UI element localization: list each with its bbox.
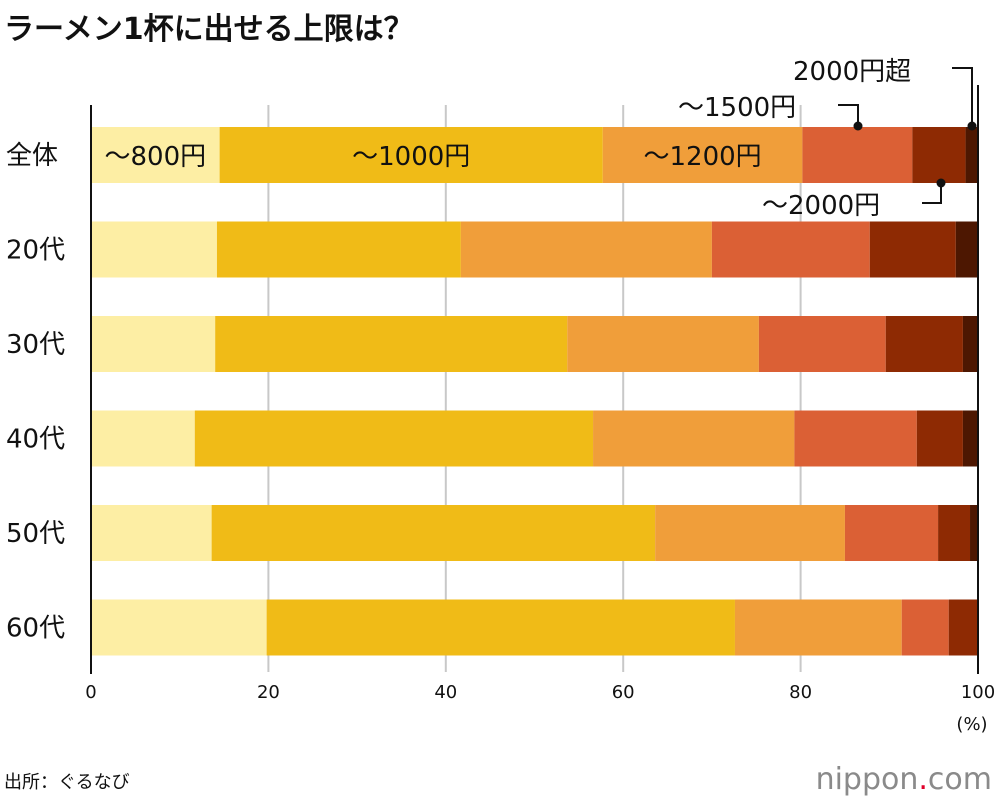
- x-tick-label: 80: [789, 682, 812, 703]
- category-label: 50代: [6, 519, 65, 549]
- bar-segment: [948, 599, 978, 656]
- bar-segment: [211, 505, 656, 561]
- series-label: ～1200円: [644, 142, 762, 172]
- x-unit-label: (%): [956, 714, 987, 735]
- bar-segment: [970, 505, 978, 561]
- series-label: 2000円超: [793, 57, 911, 87]
- bar-segment: [91, 127, 220, 183]
- bar-segment: [593, 410, 795, 467]
- bar-segment: [219, 127, 603, 183]
- bar-segment: [91, 505, 212, 561]
- x-tick-label: 20: [257, 682, 280, 703]
- bar-segment: [912, 127, 966, 183]
- bar-segment: [794, 410, 917, 467]
- series-label: ～800円: [104, 142, 206, 172]
- bar-segment: [266, 599, 735, 656]
- series-label: ～2000円: [762, 191, 880, 221]
- category-label: 20代: [6, 236, 65, 266]
- bar-segment: [955, 221, 978, 278]
- callout-dot: [936, 178, 946, 188]
- chart-title: ラーメン1杯に出せる上限は？: [4, 12, 414, 47]
- bar-segment: [460, 221, 712, 278]
- bar-segment: [91, 316, 216, 372]
- x-tick-label: 40: [434, 682, 457, 703]
- bar-segment: [916, 410, 963, 467]
- bar-segment: [91, 599, 267, 656]
- category-label: 全体: [6, 141, 58, 171]
- bar-segment: [938, 505, 971, 561]
- x-tick-label: 60: [612, 682, 635, 703]
- bar-segment: [844, 505, 939, 561]
- bar-segment: [802, 127, 913, 183]
- callout-dot: [853, 121, 863, 131]
- category-label: 30代: [6, 330, 65, 360]
- logo-dot: .: [918, 762, 928, 797]
- callout-line: [952, 67, 973, 126]
- bar-segment: [215, 316, 568, 372]
- bar-segment: [885, 316, 963, 372]
- bar-segment: [91, 410, 195, 467]
- logo-tld: com: [927, 762, 992, 797]
- bar-segment: [965, 127, 978, 183]
- x-tick-label: 0: [85, 682, 96, 703]
- logo-main: nippon: [815, 762, 919, 797]
- bar-segment: [194, 410, 594, 467]
- bar-segment: [734, 599, 902, 656]
- category-label: 40代: [6, 425, 65, 455]
- callout-dot: [967, 121, 977, 131]
- callout-line: [922, 183, 942, 204]
- bar-segment: [869, 221, 956, 278]
- bar-segment: [962, 316, 978, 372]
- category-label: 60代: [6, 614, 65, 644]
- callout-line: [838, 104, 859, 126]
- bar-segment: [758, 316, 886, 372]
- bar-segment: [602, 127, 803, 183]
- bar-segment: [567, 316, 759, 372]
- bar-segment: [655, 505, 845, 561]
- bar-segment: [711, 221, 870, 278]
- bar-segment: [216, 221, 461, 278]
- x-tick-label: 100: [961, 682, 995, 703]
- bar-segment: [91, 221, 217, 278]
- series-label: ～1000円: [352, 142, 470, 172]
- bar-segment: [962, 410, 978, 467]
- nippon-logo: nippon.com: [816, 762, 992, 797]
- bar-segment: [901, 599, 949, 656]
- series-label: ～1500円: [678, 93, 796, 123]
- source-note: 出所：ぐるなび: [4, 772, 130, 793]
